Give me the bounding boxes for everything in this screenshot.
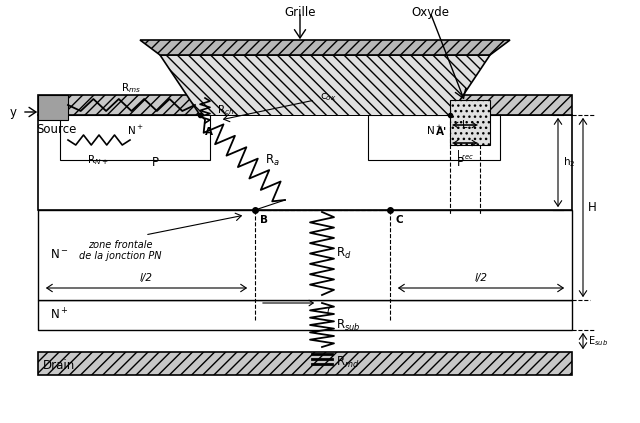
Text: r: r	[327, 305, 332, 315]
Text: N$^+$: N$^+$	[50, 308, 68, 323]
Text: h$_2$: h$_2$	[563, 156, 575, 169]
Text: l/2: l/2	[474, 273, 488, 283]
Text: A': A'	[436, 127, 447, 137]
Bar	[200, 95, 450, 115]
Text: Oxyde: Oxyde	[411, 6, 449, 19]
Text: C: C	[395, 215, 403, 225]
Text: R$_a$: R$_a$	[265, 152, 280, 168]
Text: E$_{sub}$: E$_{sub}$	[588, 334, 608, 348]
Text: B: B	[260, 215, 268, 225]
Text: R$_{N+}$: R$_{N+}$	[87, 153, 109, 167]
Text: R$_{ch}$: R$_{ch}$	[217, 103, 234, 117]
Text: Source: Source	[36, 123, 76, 136]
Polygon shape	[140, 40, 510, 55]
Bar	[38, 300, 572, 330]
Text: l/2: l/2	[140, 273, 152, 283]
Bar	[60, 115, 210, 160]
Text: H: H	[588, 201, 596, 214]
Text: de la jonction PN: de la jonction PN	[79, 251, 161, 261]
Text: L: L	[462, 120, 468, 130]
Bar	[38, 115, 572, 210]
Text: L$_{rec}$: L$_{rec}$	[456, 148, 474, 162]
Text: Drain: Drain	[43, 359, 76, 372]
Bar	[38, 352, 572, 375]
Text: y: y	[10, 105, 17, 118]
Text: R$_{md}$: R$_{md}$	[336, 354, 360, 370]
Text: P: P	[152, 156, 159, 169]
Text: R$_d$: R$_d$	[336, 245, 351, 261]
Text: Grille: Grille	[284, 6, 316, 19]
Text: R$_{ms}$: R$_{ms}$	[121, 81, 141, 95]
Bar	[38, 95, 572, 115]
Text: N$^+$: N$^+$	[127, 124, 143, 137]
Text: zone frontale: zone frontale	[88, 240, 152, 250]
Text: A: A	[205, 127, 213, 137]
Bar	[368, 115, 500, 160]
Text: R$_{sub}$: R$_{sub}$	[336, 317, 360, 332]
Text: N$^-$: N$^-$	[50, 248, 68, 261]
Bar	[38, 95, 68, 120]
Text: N$^+$: N$^+$	[426, 124, 442, 137]
Text: c$_{ox}$: c$_{ox}$	[320, 91, 337, 103]
Bar	[38, 210, 572, 300]
Bar	[450, 100, 490, 145]
Polygon shape	[160, 55, 490, 115]
Text: P: P	[456, 156, 463, 169]
